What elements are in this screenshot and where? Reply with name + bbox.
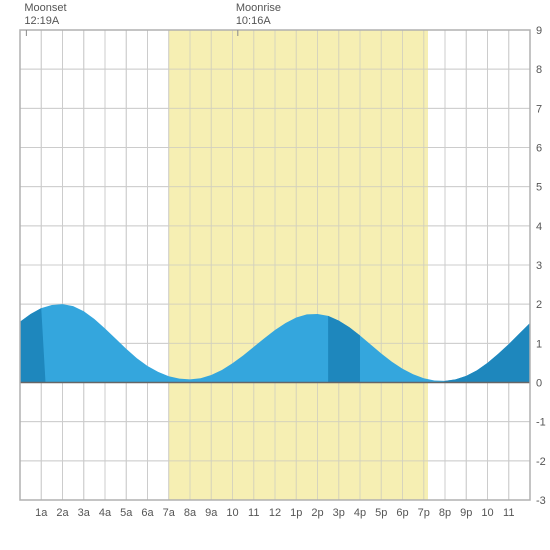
moonrise-title: Moonrise xyxy=(236,2,281,15)
svg-text:4a: 4a xyxy=(99,507,112,519)
svg-text:8: 8 xyxy=(536,64,542,76)
svg-text:6: 6 xyxy=(536,143,542,155)
moonset-title: Moonset xyxy=(24,2,66,15)
svg-text:3: 3 xyxy=(536,260,542,272)
svg-text:3p: 3p xyxy=(333,507,345,519)
svg-text:8a: 8a xyxy=(184,507,197,519)
chart-svg: -3-2-101234567891a2a3a4a5a6a7a8a9a101112… xyxy=(0,0,550,550)
svg-text:2a: 2a xyxy=(56,507,69,519)
svg-text:7: 7 xyxy=(536,103,542,115)
svg-text:4: 4 xyxy=(536,221,542,233)
svg-text:-3: -3 xyxy=(536,495,546,507)
svg-text:9a: 9a xyxy=(205,507,218,519)
svg-text:1: 1 xyxy=(536,338,542,350)
svg-text:6a: 6a xyxy=(141,507,154,519)
svg-text:12: 12 xyxy=(269,507,281,519)
svg-text:2p: 2p xyxy=(311,507,323,519)
svg-text:10: 10 xyxy=(481,507,493,519)
svg-text:5a: 5a xyxy=(120,507,133,519)
svg-text:11: 11 xyxy=(248,507,259,519)
svg-text:1p: 1p xyxy=(290,507,302,519)
moonrise-time: 10:16A xyxy=(236,15,281,28)
moonset-label: Moonset 12:19A xyxy=(24,2,66,28)
svg-text:4p: 4p xyxy=(354,507,366,519)
svg-text:9p: 9p xyxy=(460,507,472,519)
svg-text:7p: 7p xyxy=(418,507,430,519)
svg-text:9: 9 xyxy=(536,25,542,37)
svg-text:5p: 5p xyxy=(375,507,387,519)
svg-text:-1: -1 xyxy=(536,417,546,429)
svg-text:11: 11 xyxy=(503,507,514,519)
svg-text:1a: 1a xyxy=(35,507,48,519)
svg-text:3a: 3a xyxy=(78,507,91,519)
svg-text:2: 2 xyxy=(536,299,542,311)
moonrise-label: Moonrise 10:16A xyxy=(236,2,281,28)
tide-chart: -3-2-101234567891a2a3a4a5a6a7a8a9a101112… xyxy=(0,0,550,550)
svg-text:0: 0 xyxy=(536,378,542,390)
svg-text:5: 5 xyxy=(536,182,542,194)
moonset-time: 12:19A xyxy=(24,15,66,28)
svg-text:7a: 7a xyxy=(163,507,176,519)
svg-text:6p: 6p xyxy=(396,507,408,519)
svg-text:-2: -2 xyxy=(536,456,546,468)
svg-text:10: 10 xyxy=(226,507,238,519)
svg-text:8p: 8p xyxy=(439,507,451,519)
